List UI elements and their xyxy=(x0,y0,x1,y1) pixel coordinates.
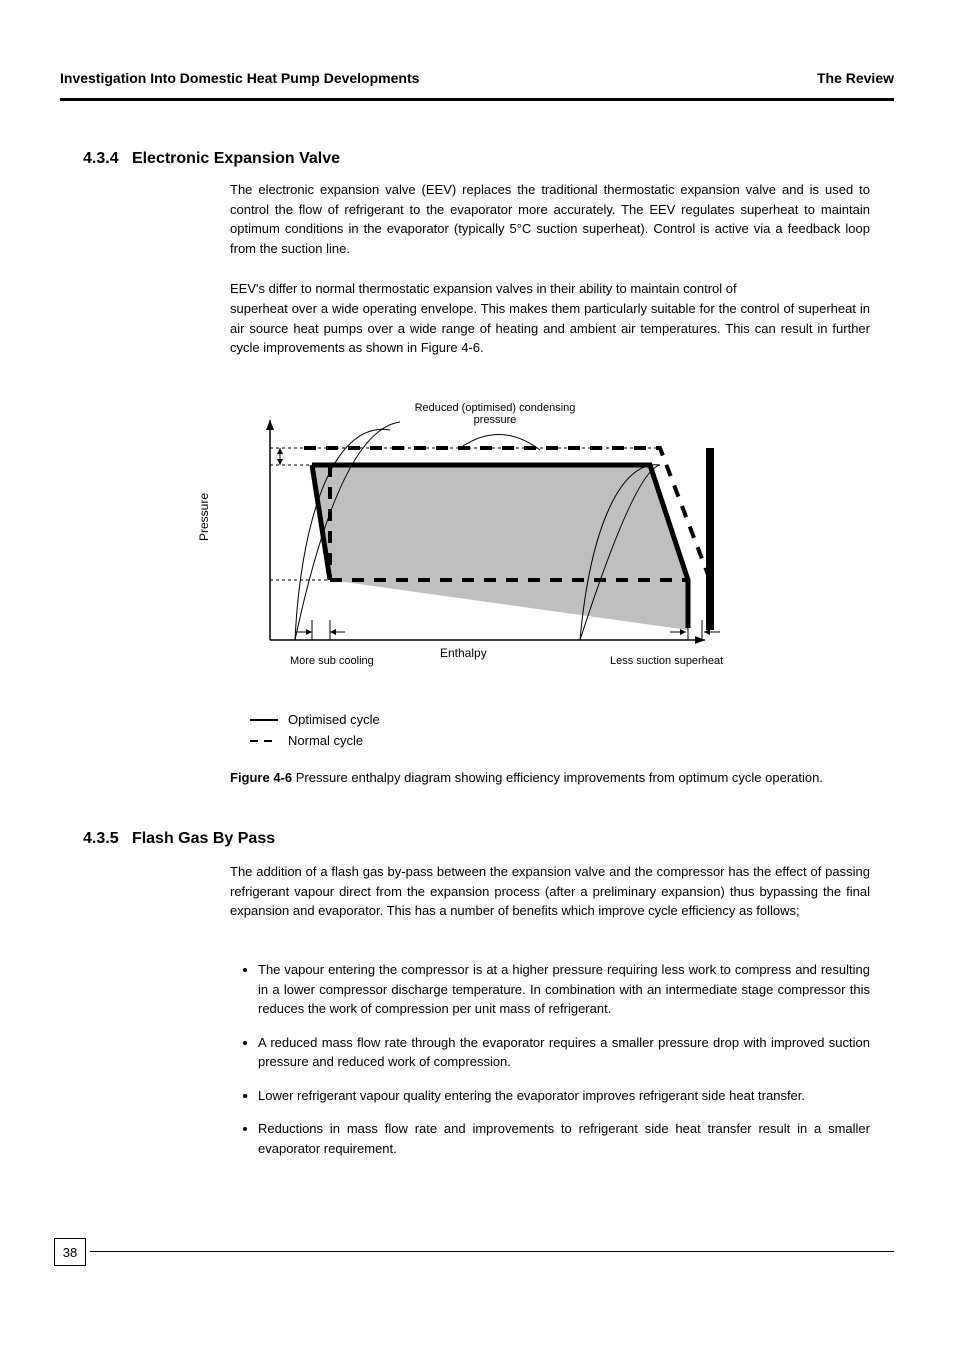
ph-diagram: Pressure Enthalpy Reduced (optimised) co… xyxy=(240,410,720,710)
figure-num: Figure 4-6 xyxy=(230,770,292,785)
legend-normal: Normal cycle xyxy=(250,733,380,748)
header-rule xyxy=(60,98,894,101)
para-2b: superheat over a wide operating envelope… xyxy=(230,299,870,358)
legend-solid-icon xyxy=(250,719,278,721)
heading-title-2: Flash Gas By Pass xyxy=(132,830,275,847)
figure-caption: Figure 4-6 Pressure enthalpy diagram sho… xyxy=(230,770,870,785)
legend: Optimised cycle Normal cycle xyxy=(250,712,380,754)
heading-title: Electronic Expansion Valve xyxy=(132,150,340,167)
page-number: 38 xyxy=(54,1238,86,1266)
list-item: The vapour entering the compressor is at… xyxy=(258,960,870,1019)
legend-solid-label: Optimised cycle xyxy=(288,712,380,727)
heading-num: 4.3.4 xyxy=(83,150,119,167)
list-item: A reduced mass flow rate through the eva… xyxy=(258,1033,870,1072)
legend-dash-icon xyxy=(250,740,278,742)
annot-cond-p: Reduced (optimised) condensing pressure xyxy=(410,402,580,426)
footer-rule xyxy=(90,1251,894,1252)
y-axis-label: Pressure xyxy=(197,493,211,541)
x-axis-label: Enthalpy xyxy=(440,646,487,660)
bullet-list: The vapour entering the compressor is at… xyxy=(258,960,870,1172)
para-2a: EEV's differ to normal thermostatic expa… xyxy=(230,279,870,299)
heading-4-3-4: 4.3.4 Electronic Expansion Valve xyxy=(83,150,340,168)
heading-4-3-5: 4.3.5 Flash Gas By Pass xyxy=(83,830,275,848)
annot-subcool: More sub cooling xyxy=(290,655,374,667)
heading-num-2: 4.3.5 xyxy=(83,830,119,847)
figure-desc: Pressure enthalpy diagram showing effici… xyxy=(296,770,823,785)
list-item: Lower refrigerant vapour quality enterin… xyxy=(258,1086,870,1106)
para-1: The electronic expansion valve (EEV) rep… xyxy=(230,180,870,258)
legend-optimised: Optimised cycle xyxy=(250,712,380,727)
annot-superheat: Less suction superheat xyxy=(610,655,740,667)
section-name: The Review xyxy=(817,70,894,86)
para-3: The addition of a flash gas by-pass betw… xyxy=(230,862,870,921)
legend-dash-label: Normal cycle xyxy=(288,733,363,748)
doc-title: Investigation Into Domestic Heat Pump De… xyxy=(60,70,419,86)
list-item: Reductions in mass flow rate and improve… xyxy=(258,1119,870,1158)
